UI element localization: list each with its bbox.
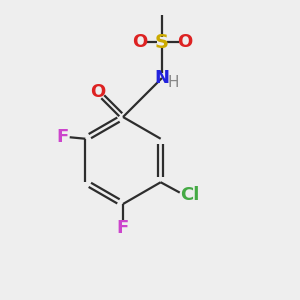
Text: F: F bbox=[117, 219, 129, 237]
Text: Cl: Cl bbox=[181, 186, 200, 204]
Text: N: N bbox=[154, 69, 169, 87]
Text: F: F bbox=[57, 128, 69, 146]
Text: S: S bbox=[155, 32, 169, 52]
Text: O: O bbox=[177, 33, 192, 51]
Text: H: H bbox=[168, 75, 179, 90]
Text: O: O bbox=[132, 33, 147, 51]
Text: O: O bbox=[90, 82, 105, 100]
